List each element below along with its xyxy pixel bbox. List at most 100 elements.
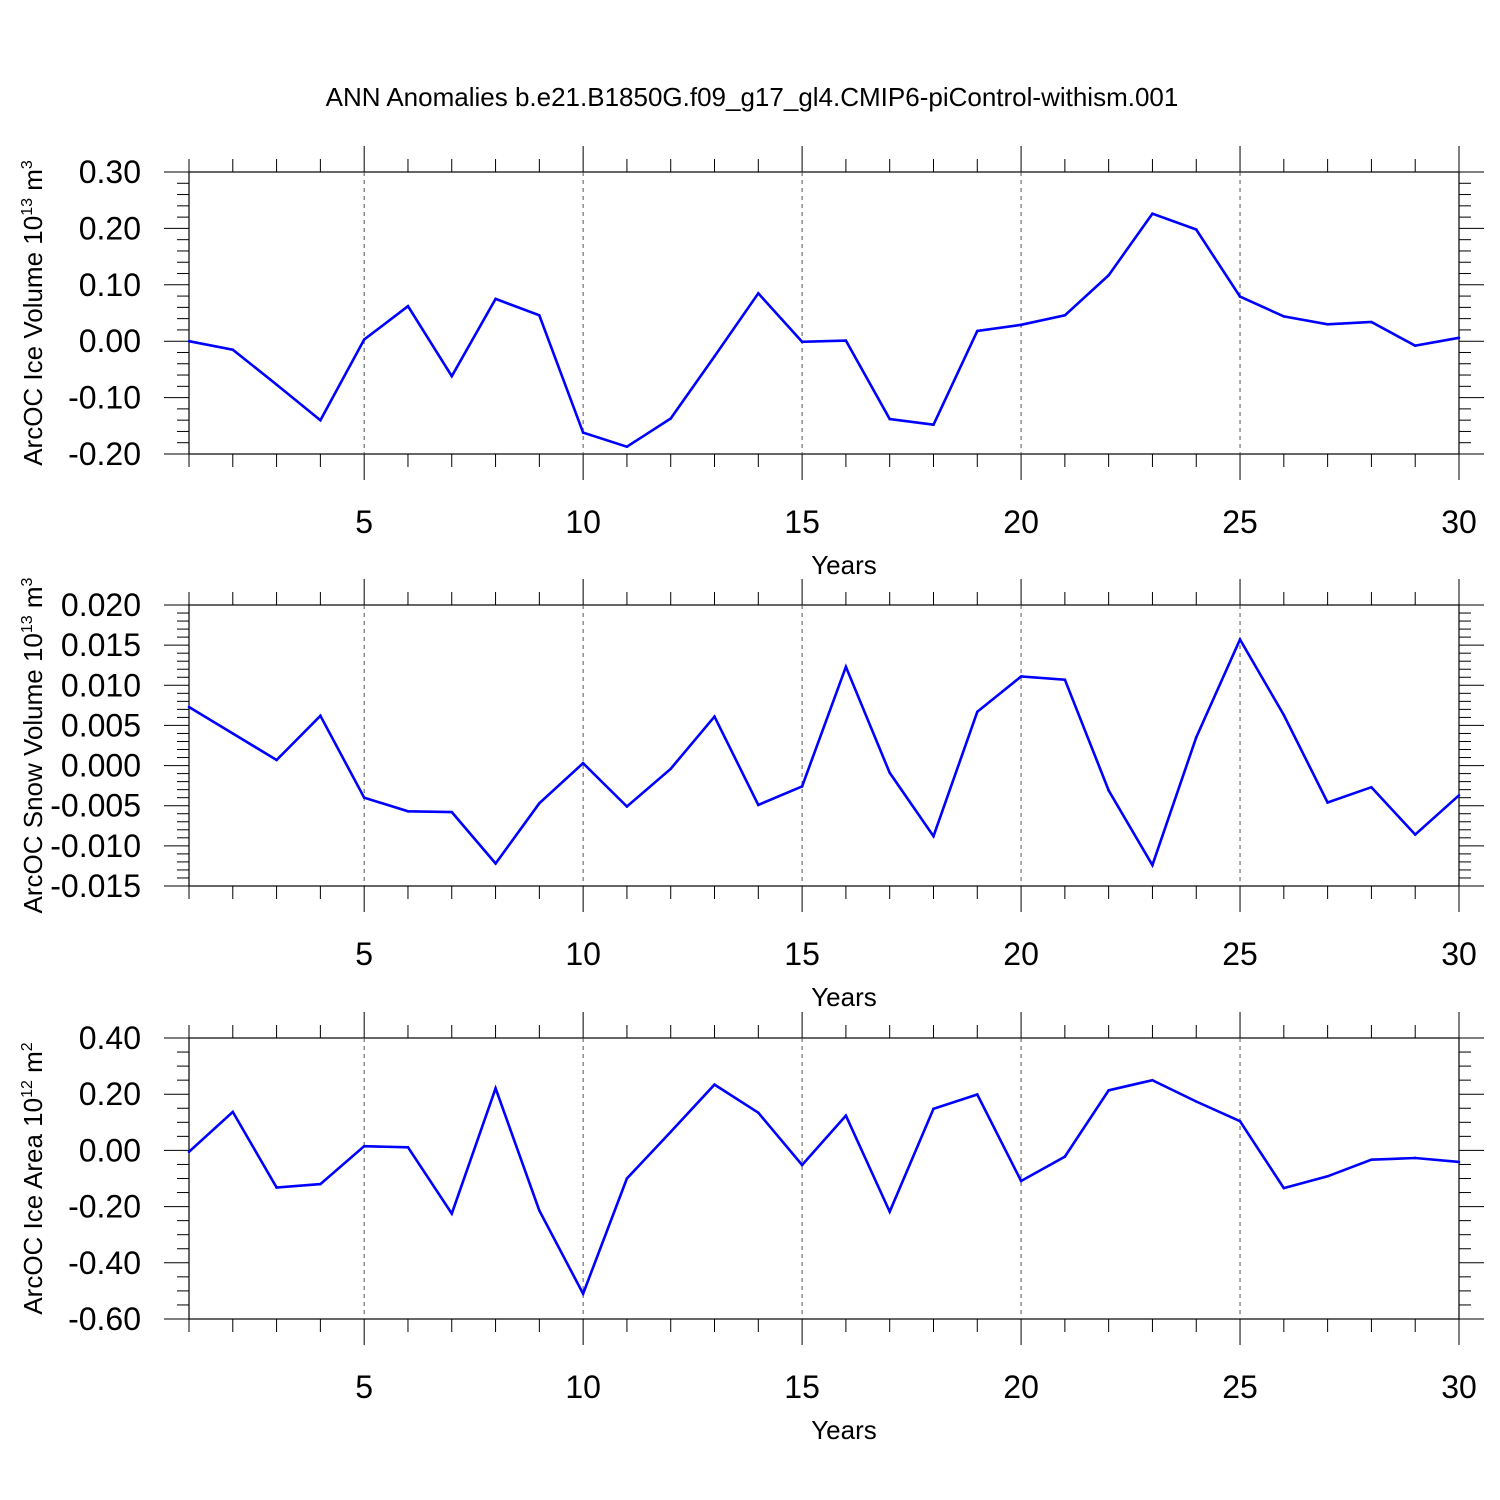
- data-point: [800, 1163, 804, 1167]
- y-axis-title-main: ArcOC Ice Volume 10: [18, 216, 48, 466]
- y-tick-label: 0.10: [79, 267, 141, 303]
- data-point: [1151, 212, 1154, 216]
- data-point: [1063, 313, 1067, 317]
- x-tick-label: 20: [1003, 936, 1039, 972]
- data-point: [187, 339, 191, 343]
- x-tick-label: 15: [784, 504, 820, 540]
- data-point: [275, 758, 278, 762]
- y-tick-label: 0.30: [79, 154, 141, 190]
- data-point: [975, 1093, 979, 1096]
- data-point: [1194, 736, 1198, 739]
- data-point: [494, 1086, 497, 1090]
- data-point: [713, 1083, 716, 1086]
- data-point: [669, 767, 673, 771]
- y-tick-label: -0.60: [68, 1301, 141, 1337]
- data-point: [1457, 1160, 1461, 1164]
- data-point: [1107, 273, 1110, 277]
- data-point: [1063, 678, 1067, 681]
- x-tick-label: 25: [1222, 504, 1258, 540]
- y-tick-label: 0.020: [61, 587, 141, 623]
- y-tick-label: 0.015: [61, 627, 141, 663]
- data-point: [538, 313, 541, 317]
- x-axis-title: Years: [811, 1415, 877, 1445]
- series-line: [188, 1078, 1460, 1297]
- data-point: [1282, 315, 1286, 318]
- data-point: [1282, 1186, 1286, 1190]
- y-tick-label: 0.20: [79, 1076, 141, 1112]
- data-point: [1019, 675, 1023, 678]
- data-point: [669, 1130, 673, 1134]
- data-point: [187, 705, 191, 709]
- data-point: [888, 1210, 891, 1213]
- data-point: [1370, 320, 1373, 324]
- data-point: [494, 862, 497, 865]
- y-axis-title: ArcOC Ice Volume 1013 m3: [18, 160, 48, 466]
- y-axis-title: ArcOC Ice Area 1012 m2: [18, 1042, 48, 1314]
- x-tick-label: 5: [355, 504, 373, 540]
- data-point: [625, 445, 629, 448]
- data-point: [975, 710, 979, 714]
- x-axis-title: Years: [811, 982, 877, 1012]
- x-tick-label: 20: [1003, 504, 1039, 540]
- panel-ice-volume: 5 10 15 20 25 30 Years -0.20 -0.10 0.00 0.10 0.20 0.…: [18, 146, 1484, 580]
- data-point: [1107, 1088, 1110, 1092]
- y-axis-title-unit: m: [18, 1051, 48, 1080]
- data-point: [187, 1150, 191, 1154]
- data-point: [406, 1146, 410, 1149]
- y-axis-title-main: ArcOC Snow Volume 10: [18, 633, 48, 913]
- y-tick-label: -0.10: [68, 380, 141, 416]
- x-tick-label: 30: [1441, 504, 1477, 540]
- data-point: [1151, 863, 1154, 867]
- data-point: [844, 1114, 848, 1117]
- data-point: [494, 297, 497, 301]
- x-tick-label: 25: [1222, 936, 1258, 972]
- x-tick-label: 10: [565, 504, 601, 540]
- data-point: [757, 1111, 760, 1115]
- y-axis-title-unit-exponent: 3: [19, 577, 36, 586]
- data-point: [1370, 785, 1373, 789]
- data-point: [625, 1177, 629, 1180]
- x-tick-label: 10: [565, 1369, 601, 1405]
- panel-ice-area: 5 10 15 20 25 30 Years -0.60 -0.40 -0.20 0.00 0.20 0…: [18, 1012, 1484, 1445]
- data-point: [1194, 1100, 1198, 1103]
- y-axis-title-unit-exponent: 2: [19, 1042, 36, 1051]
- data-point: [1413, 344, 1417, 348]
- data-point: [319, 714, 322, 718]
- data-point: [1238, 638, 1242, 641]
- y-tick-label: 0.40: [79, 1020, 141, 1056]
- x-tick-label: 5: [355, 1369, 373, 1405]
- data-point: [757, 291, 760, 295]
- data-point: [1151, 1078, 1154, 1082]
- data-point: [1326, 322, 1329, 326]
- figure-title: ANN Anomalies b.e21.B1850G.f09_g17_gl4.C…: [326, 82, 1179, 112]
- data-point: [231, 732, 235, 735]
- data-point: [1194, 228, 1198, 231]
- y-tick-label: -0.005: [50, 788, 141, 824]
- data-point: [1282, 713, 1286, 717]
- data-point: [625, 805, 629, 808]
- data-point: [319, 418, 322, 422]
- data-point: [1413, 1156, 1417, 1160]
- x-tick-label: 25: [1222, 1369, 1258, 1405]
- data-point: [713, 715, 716, 718]
- data-point: [844, 665, 848, 669]
- y-axis-title-exponent: 12: [19, 1080, 36, 1098]
- data-point: [406, 304, 410, 308]
- y-tick-label: 0.00: [79, 323, 141, 359]
- data-point: [757, 803, 760, 807]
- plot-frame: [188, 604, 1460, 887]
- x-tick-label: 20: [1003, 1369, 1039, 1405]
- data-point: [800, 340, 804, 344]
- data-point: [581, 761, 585, 765]
- y-tick-label: -0.010: [50, 828, 141, 864]
- x-tick-label: 5: [355, 936, 373, 972]
- data-point: [1063, 1155, 1067, 1158]
- data-point: [1457, 336, 1461, 340]
- data-point: [406, 810, 410, 813]
- data-point: [1457, 793, 1461, 797]
- data-point: [450, 1212, 454, 1215]
- y-tick-label: 0.005: [61, 707, 141, 743]
- x-tick-label: 30: [1441, 1369, 1477, 1405]
- x-tick-label: 15: [784, 1369, 820, 1405]
- data-point: [669, 417, 673, 420]
